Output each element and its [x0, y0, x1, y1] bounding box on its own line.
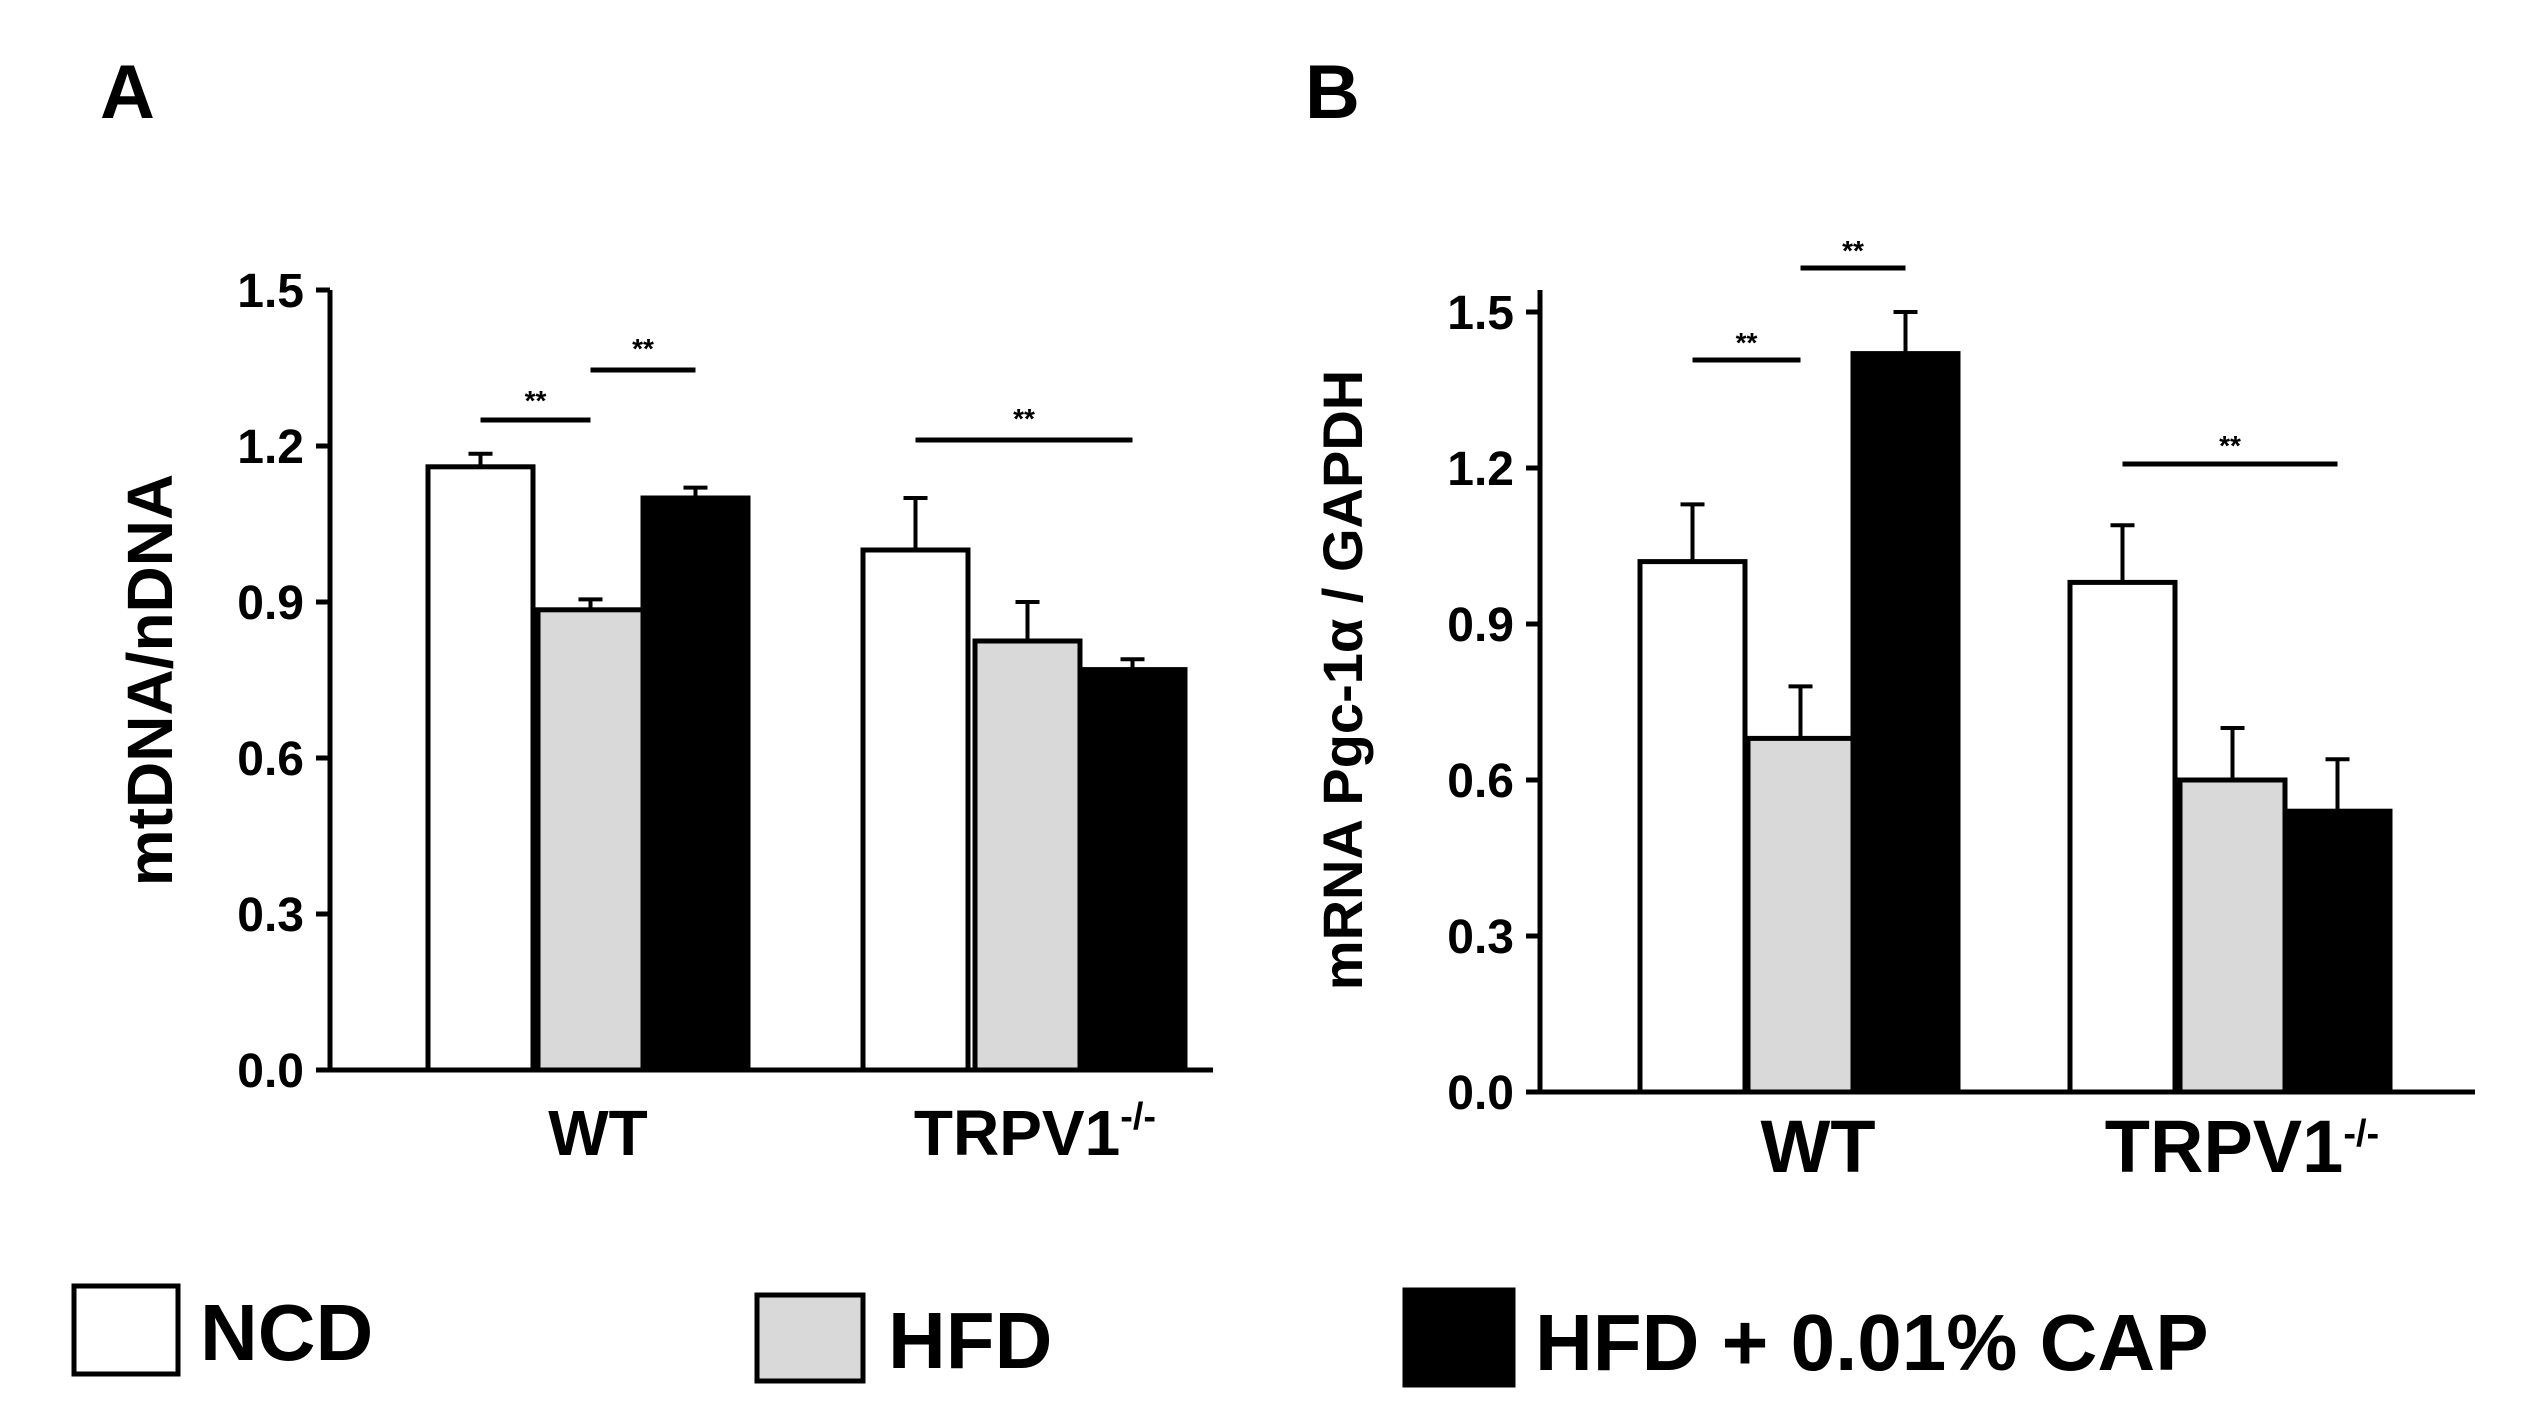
panel-a-group-label-0: WT: [548, 1097, 648, 1169]
panel-a: A mtDNA/nDNA 0.0 0.3 0.6 0.9 1.2 1.5 ** ** ** W…: [100, 50, 1213, 1169]
panel-b-y-tick-label-5: 1.5: [1447, 287, 1514, 340]
panel-b-group-label-0: WT: [1760, 1105, 1875, 1188]
panel-b: B mRNA Pgc-1α / GAPDH 0.0 0.3 0.6 0.9 1.2 1.5…: [1305, 50, 2475, 1188]
panel-b-bar-0-1: [2067, 579, 2178, 1095]
panel-a-sig-label-0: **: [525, 385, 547, 416]
panel-a-bars: [425, 451, 1188, 1073]
panel-b-group-superscript-1: -/-: [2343, 1113, 2379, 1155]
panel-b-sig-label-1: **: [1842, 235, 1864, 266]
panel-b-y-tick-label-1: 0.3: [1447, 911, 1514, 964]
legend-item-ncd: NCD: [71, 1283, 373, 1377]
panel-a-group-superscript-1: -/-: [1120, 1096, 1156, 1138]
panel-a-bar-1-0: [535, 607, 646, 1073]
panel-a-y-tick-label-0: 0.0: [237, 1045, 304, 1098]
panel-a-y-tick-label-1: 0.3: [237, 889, 304, 942]
legend-item-hfd-cap: HFD + 0.01% CAP: [1402, 1287, 2209, 1388]
panel-a-y-tick-label-5: 1.5: [237, 265, 304, 318]
panel-a-sig-label-1: **: [632, 333, 654, 364]
panel-b-y-tick-label-4: 1.2: [1447, 443, 1514, 496]
panel-a-significance: ** ** **: [480, 333, 1133, 443]
panel-a-bar-0-0: [425, 464, 536, 1073]
panel-a-y-tick-label-3: 0.9: [237, 577, 304, 630]
panel-b-significance: ** ** **: [1692, 235, 2338, 467]
panel-b-y-axis-label: mRNA Pgc-1α / GAPDH: [1311, 370, 1374, 990]
panel-b-sig-label-2: **: [2219, 430, 2241, 461]
panel-a-y-tick-label-4: 1.2: [237, 421, 304, 474]
panel-b-sig-label-0: **: [1736, 327, 1758, 358]
legend-label-hfd: HFD: [888, 1296, 1052, 1385]
panel-a-bar-2-0: [640, 495, 751, 1073]
panel-a-group-labels: WT TRPV1-/-: [548, 1096, 1156, 1169]
panel-b-group-label-1: TRPV1-/-: [2105, 1105, 2379, 1188]
panel-b-bars: [1637, 310, 2393, 1095]
panel-a-bar-1-1: [972, 638, 1083, 1073]
panel-a-sig-label-2: **: [1013, 403, 1035, 434]
panel-b-bar-1-1: [2177, 777, 2288, 1095]
legend-swatch-hfd-cap: [1402, 1287, 1516, 1388]
panel-b-letter: B: [1305, 50, 1360, 135]
legend-item-hfd: HFD: [754, 1292, 1052, 1385]
legend-label-hfd-cap: HFD + 0.01% CAP: [1535, 1298, 2209, 1387]
legend-swatch-ncd: [71, 1283, 181, 1377]
panel-b-y-tick-label-2: 0.6: [1447, 755, 1514, 808]
panel-a-y-ticks: 0.0 0.3 0.6 0.9 1.2 1.5: [237, 265, 330, 1098]
legend: NCD HFD HFD + 0.01% CAP: [71, 1283, 2209, 1388]
panel-a-y-tick-label-2: 0.6: [237, 733, 304, 786]
panel-b-y-ticks: 0.0 0.3 0.6 0.9 1.2 1.5: [1447, 287, 1540, 1120]
panel-b-bar-2-1: [2282, 808, 2393, 1095]
panel-a-letter: A: [100, 50, 155, 135]
panel-a-bar-2-1: [1077, 667, 1188, 1073]
panel-a-y-axis-label: mtDNA/nDNA: [114, 474, 186, 886]
legend-swatch-hfd: [754, 1292, 866, 1384]
panel-b-bar-1-0: [1745, 735, 1856, 1095]
panel-b-bar-0-0: [1637, 559, 1748, 1095]
panel-b-group-labels: WT TRPV1-/-: [1760, 1105, 2379, 1188]
panel-a-bar-0-1: [860, 547, 971, 1073]
panel-a-group-label-1: TRPV1-/-: [914, 1096, 1156, 1169]
panel-b-y-tick-label-0: 0.0: [1447, 1067, 1514, 1120]
legend-label-ncd: NCD: [200, 1288, 373, 1377]
panel-b-y-tick-label-3: 0.9: [1447, 599, 1514, 652]
panel-b-bar-2-0: [1850, 351, 1961, 1095]
